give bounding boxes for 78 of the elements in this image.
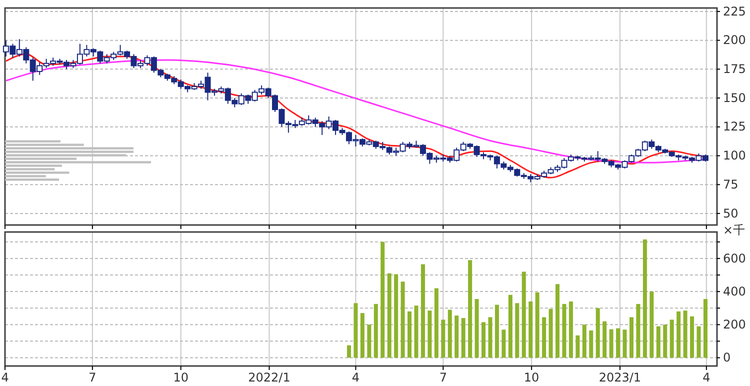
bar — [650, 292, 654, 358]
y-tick-label: 125 — [723, 120, 746, 134]
y-tick-label: 50 — [723, 206, 738, 220]
bar — [502, 330, 506, 358]
y-tick-label: 400 — [723, 284, 746, 298]
bar — [636, 304, 640, 358]
bar — [683, 310, 688, 358]
bar — [374, 304, 378, 358]
bar — [400, 282, 405, 358]
bar — [562, 304, 566, 358]
bar — [622, 330, 627, 358]
bar — [387, 273, 392, 358]
bar — [488, 317, 492, 358]
bar — [576, 335, 580, 358]
x-tick-label: 10 — [173, 370, 188, 385]
bar — [448, 310, 452, 358]
bar — [642, 239, 647, 358]
bar — [656, 326, 660, 358]
bar — [380, 242, 385, 358]
x-tick-label: 2022/1 — [248, 370, 290, 385]
bar — [696, 326, 701, 358]
bar — [408, 311, 412, 358]
bar — [434, 288, 438, 358]
y-tick-label: 200 — [723, 317, 746, 332]
bar — [542, 317, 546, 358]
bar — [690, 316, 694, 358]
bar — [602, 321, 607, 358]
bar — [394, 274, 398, 358]
y-tick-label: 600 — [723, 251, 746, 266]
bar — [522, 272, 526, 358]
bar — [5, 178, 60, 181]
y-tick-label: 150 — [723, 90, 746, 105]
bar — [474, 299, 479, 358]
bar — [420, 264, 425, 358]
bar — [555, 284, 560, 358]
bar — [515, 303, 520, 358]
x-tick-label: 4 — [702, 370, 710, 385]
bar — [568, 301, 573, 358]
bar — [482, 322, 486, 358]
x-tick-label: 4 — [1, 370, 9, 385]
x-tick-label: 7 — [88, 370, 96, 385]
x-tick-label: 10 — [524, 370, 540, 385]
bar — [609, 329, 614, 358]
bar — [582, 324, 586, 358]
y-tick-label: 100 — [723, 148, 746, 163]
bar — [428, 310, 432, 358]
y-tick-label: 175 — [723, 62, 746, 76]
bar — [494, 304, 499, 358]
bar — [461, 318, 466, 358]
bar — [589, 330, 594, 358]
bar — [414, 306, 418, 358]
bar — [548, 308, 553, 358]
x-tick-label: 2023/1 — [598, 370, 642, 385]
bar — [616, 328, 620, 358]
bar — [676, 311, 681, 358]
bar — [629, 317, 634, 358]
y-tick-label: 0 — [723, 350, 731, 365]
y-tick-label: 75 — [723, 177, 738, 192]
bar — [663, 324, 668, 358]
bar — [454, 316, 459, 358]
y-tick-label: 225 — [723, 4, 746, 18]
bar — [508, 294, 512, 358]
x-tick-label: 7 — [439, 370, 447, 385]
bar — [367, 324, 372, 358]
bar — [528, 301, 533, 358]
x-tick-label: 4 — [352, 370, 360, 385]
bar — [468, 260, 472, 358]
bar — [670, 320, 674, 358]
bar — [535, 292, 540, 358]
bar — [703, 299, 708, 358]
y-tick-label: 200 — [723, 33, 746, 48]
bar — [346, 345, 351, 358]
bar — [441, 320, 446, 358]
bar — [360, 313, 364, 358]
bar — [354, 303, 358, 358]
bar — [5, 172, 70, 174]
bar — [596, 308, 600, 358]
y-axis-title: ×千 — [723, 223, 746, 237]
